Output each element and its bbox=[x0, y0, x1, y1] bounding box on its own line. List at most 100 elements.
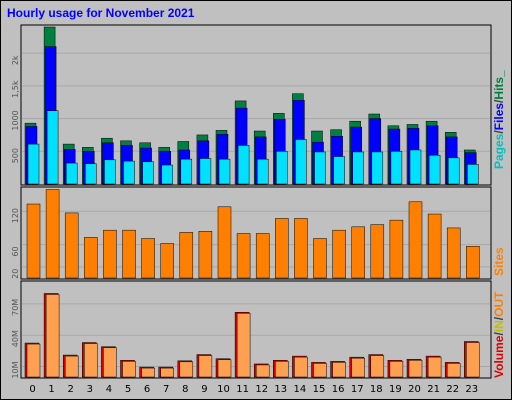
bar-sites bbox=[141, 238, 155, 279]
x-tick-label: 10 bbox=[217, 384, 230, 395]
bar-pages bbox=[218, 158, 231, 185]
x-tick-label: 1 bbox=[48, 384, 54, 395]
bar-sites bbox=[446, 227, 461, 279]
bar-volume-out bbox=[466, 342, 480, 378]
legend-sep: / bbox=[492, 332, 506, 336]
bar-volume-out bbox=[446, 363, 461, 378]
legend-sep: / bbox=[492, 99, 506, 103]
bar-pages bbox=[199, 158, 212, 185]
bar-sites bbox=[84, 237, 98, 279]
x-tick-label: 5 bbox=[125, 384, 131, 395]
bar-sites bbox=[275, 218, 289, 279]
panel3-bars bbox=[24, 293, 480, 378]
legend-in: IN bbox=[492, 320, 506, 332]
panel2-y-ticks: 20 60 120 bbox=[11, 208, 20, 279]
bar-sites bbox=[370, 224, 385, 279]
bar-sites bbox=[26, 203, 41, 279]
y-tick-label: 70M bbox=[11, 299, 20, 316]
bar-pages bbox=[27, 143, 40, 185]
y-tick-label: 60 bbox=[11, 246, 20, 256]
bar-pages bbox=[237, 145, 250, 185]
panel3-y-ticks: 10M 40M 70M bbox=[11, 299, 20, 379]
legend-panel3: Volume/IN/OUT bbox=[492, 291, 506, 378]
bar-volume-out bbox=[45, 294, 60, 378]
bar-sites bbox=[466, 246, 480, 279]
bar-pages bbox=[333, 156, 345, 185]
legend-sep: / bbox=[492, 130, 506, 134]
bar-volume-out bbox=[198, 355, 213, 378]
bar-volume-out bbox=[179, 361, 194, 378]
x-tick-label: 12 bbox=[255, 384, 268, 395]
legend-sep: / bbox=[492, 316, 506, 320]
bar-volume-out bbox=[217, 359, 232, 378]
bar-sites bbox=[408, 201, 423, 279]
bar-sites bbox=[255, 233, 270, 279]
x-tick-label: 3 bbox=[87, 384, 93, 395]
bar-pages bbox=[314, 151, 326, 185]
x-tick-label: 9 bbox=[201, 384, 207, 395]
bar-pages bbox=[123, 160, 135, 185]
bar-pages bbox=[390, 151, 403, 185]
x-tick-label: 22 bbox=[446, 384, 459, 395]
legend-out: OUT bbox=[492, 291, 506, 317]
bar-volume-out bbox=[141, 367, 155, 378]
y-tick-label: 1000 bbox=[11, 110, 20, 130]
legend-pages: Pages bbox=[492, 133, 506, 169]
bar-volume-out bbox=[427, 356, 442, 378]
bar-pages bbox=[256, 158, 269, 185]
bar-pages bbox=[409, 149, 422, 185]
bar-volume-out bbox=[332, 362, 346, 378]
bar-volume-out bbox=[370, 355, 385, 378]
bar-pages bbox=[180, 158, 193, 185]
bar-volume-out bbox=[313, 363, 327, 378]
bar-sites bbox=[313, 238, 327, 279]
bar-volume-out bbox=[389, 361, 404, 378]
bar-volume-out bbox=[408, 359, 423, 378]
bar-sites bbox=[45, 189, 60, 279]
bar-pages bbox=[371, 151, 384, 185]
legend-sites: Sites bbox=[492, 247, 506, 276]
bar-pages bbox=[447, 157, 460, 185]
bar-volume-out bbox=[160, 367, 174, 378]
legend-panel1: Pages/Files/Hits_ bbox=[492, 70, 506, 169]
panel2-bars bbox=[26, 189, 480, 279]
bar-sites bbox=[64, 212, 79, 279]
bar-sites bbox=[103, 229, 117, 279]
bar-pages bbox=[142, 161, 154, 185]
bar-volume-out bbox=[26, 343, 41, 378]
bar-sites bbox=[351, 226, 365, 279]
bar-sites bbox=[179, 232, 194, 279]
y-tick-label: 500 bbox=[11, 148, 20, 163]
x-tick-label: 20 bbox=[408, 384, 421, 395]
bar-volume-out bbox=[236, 312, 251, 378]
legend-files: Files bbox=[492, 103, 506, 131]
bar-sites bbox=[389, 219, 404, 279]
bar-volume-out bbox=[122, 361, 136, 378]
bar-sites bbox=[160, 243, 174, 279]
bar-pages bbox=[295, 139, 307, 185]
bar-volume-out bbox=[351, 357, 365, 378]
x-tick-label: 16 bbox=[332, 384, 345, 395]
bar-volume-out bbox=[103, 347, 117, 378]
x-tick-label: 6 bbox=[144, 384, 150, 395]
bar-sites bbox=[427, 213, 442, 279]
bar-pages bbox=[46, 110, 59, 185]
x-tick-label: 15 bbox=[313, 384, 326, 395]
x-tick-label: 14 bbox=[294, 384, 307, 395]
legend-hits: Hits_ bbox=[492, 70, 506, 100]
bar-sites bbox=[122, 229, 136, 279]
y-tick-label: 1,5k bbox=[11, 80, 20, 98]
x-tick-label: 19 bbox=[389, 384, 402, 395]
bar-volume-out bbox=[294, 356, 308, 378]
x-tick-label: 18 bbox=[370, 384, 383, 395]
x-tick-label: 11 bbox=[236, 384, 249, 395]
y-tick-label: 20 bbox=[11, 269, 20, 279]
x-tick-label: 2 bbox=[68, 384, 74, 395]
bar-sites bbox=[198, 231, 213, 279]
bar-pages bbox=[276, 151, 288, 185]
panel1-y-ticks: 500 1000 1,5k 2k bbox=[11, 55, 20, 163]
x-tick-label: 17 bbox=[351, 384, 364, 395]
x-tick-label: 4 bbox=[106, 384, 112, 395]
